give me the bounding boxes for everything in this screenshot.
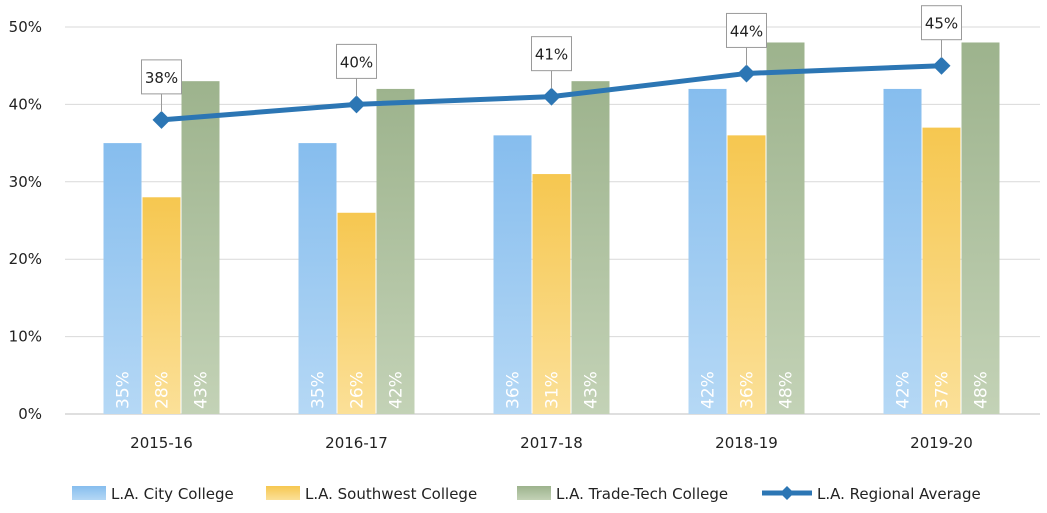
callout-box xyxy=(336,43,377,79)
bar xyxy=(376,88,415,415)
bar-data-label: 42% xyxy=(387,371,407,409)
bar-data-label: 42% xyxy=(894,371,914,409)
bar xyxy=(961,42,1000,414)
legend-swatch xyxy=(266,486,300,500)
bar-data-label: 48% xyxy=(972,371,992,409)
y-tick-label: 10% xyxy=(9,328,42,346)
line-data-label: 41% xyxy=(535,46,568,64)
line-data-label: 40% xyxy=(340,53,373,71)
bar-data-label: 43% xyxy=(582,371,602,409)
y-tick-label: 50% xyxy=(9,18,42,36)
bar-data-label: 35% xyxy=(114,371,134,409)
callout-box xyxy=(921,5,962,41)
callout-box xyxy=(531,36,572,72)
x-category-label: 2019-20 xyxy=(910,434,973,452)
legend-label: L.A. Regional Average xyxy=(817,485,981,503)
y-tick-label: 0% xyxy=(18,405,42,423)
line-data-label: 38% xyxy=(145,69,178,87)
legend-label: L.A. Trade-Tech College xyxy=(556,485,728,503)
line-marker xyxy=(347,95,366,114)
y-tick-label: 40% xyxy=(9,95,42,113)
line-marker xyxy=(737,64,756,83)
bar-data-label: 35% xyxy=(309,371,329,409)
bar xyxy=(337,212,376,414)
bar xyxy=(532,174,571,414)
legend-marker xyxy=(780,486,794,500)
bar xyxy=(766,42,805,414)
bar-data-label: 26% xyxy=(348,371,368,409)
bar xyxy=(181,81,220,415)
bar xyxy=(688,88,727,415)
legend-label: L.A. City College xyxy=(111,485,234,503)
line-marker xyxy=(542,87,561,106)
bar-data-label: 48% xyxy=(777,371,797,409)
callout-box xyxy=(141,59,182,95)
x-category-label: 2016-17 xyxy=(325,434,388,452)
line-data-label: 44% xyxy=(730,22,763,40)
line-marker xyxy=(932,56,951,75)
bar-data-label: 43% xyxy=(192,371,212,409)
x-category-label: 2015-16 xyxy=(130,434,193,452)
legend-label: L.A. Southwest College xyxy=(305,485,477,503)
bar-data-label: 28% xyxy=(153,371,173,409)
bar xyxy=(493,135,532,415)
bar-data-label: 36% xyxy=(738,371,758,409)
bar xyxy=(142,197,181,414)
line-data-label: 45% xyxy=(925,15,958,33)
bar xyxy=(103,143,142,414)
bar xyxy=(298,143,337,414)
x-category-label: 2018-19 xyxy=(715,434,778,452)
bar xyxy=(727,135,766,415)
legend-swatch xyxy=(517,486,551,500)
y-tick-label: 20% xyxy=(9,250,42,268)
bar-data-label: 42% xyxy=(699,371,719,409)
callout-box xyxy=(726,12,767,48)
bar-data-label: 31% xyxy=(543,371,563,409)
line-marker xyxy=(152,110,171,129)
bar-data-label: 37% xyxy=(933,371,953,409)
bar xyxy=(922,127,961,415)
bar xyxy=(883,88,922,415)
bar-data-label: 36% xyxy=(504,371,524,409)
bar xyxy=(571,81,610,415)
y-tick-label: 30% xyxy=(9,173,42,191)
x-category-label: 2017-18 xyxy=(520,434,583,452)
legend-swatch xyxy=(72,486,106,500)
